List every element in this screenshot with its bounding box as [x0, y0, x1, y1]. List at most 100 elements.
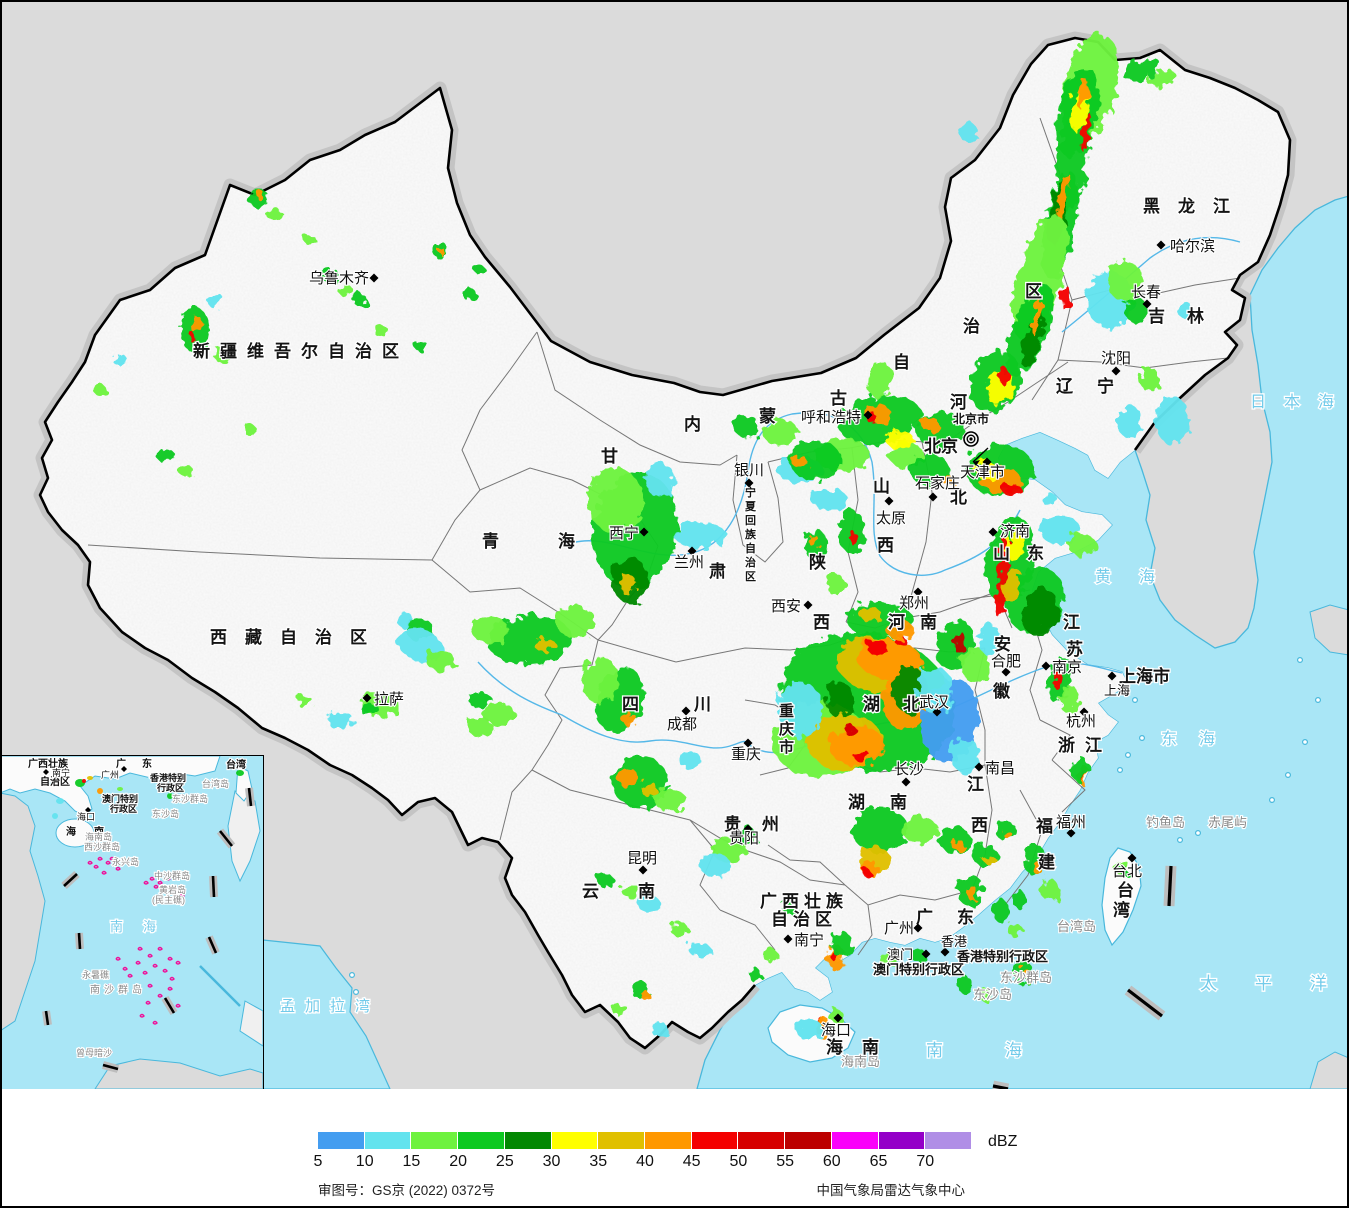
city-marker	[974, 762, 984, 772]
radar-echo	[535, 637, 555, 653]
inset-reef-mark	[135, 960, 141, 965]
legend-color-cell-25	[504, 1132, 551, 1149]
bay-of-bengal	[262, 939, 391, 1089]
radar-echo	[959, 122, 977, 142]
city-marker	[743, 824, 753, 834]
legend-color-cell-45	[691, 1132, 738, 1149]
radar-echo	[1117, 406, 1143, 438]
inset-reef-mark	[175, 960, 181, 965]
legend-color-cell-5	[318, 1132, 364, 1149]
radar-echo-layer	[94, 34, 1193, 1041]
sea-label: 太平洋	[1200, 974, 1349, 993]
inset-nine-dash	[77, 932, 82, 950]
colorbar-tick-60: 60	[822, 1153, 841, 1170]
province-label: 蒙	[759, 406, 776, 426]
city-marker	[687, 546, 697, 556]
colorbar-tick-35: 35	[589, 1153, 608, 1170]
radar-echo	[829, 726, 885, 766]
islet	[1116, 766, 1123, 773]
islet	[1314, 696, 1321, 703]
map-approval-number: 审图号：GS京 (2022) 0372号	[318, 1183, 496, 1198]
city-marker	[369, 273, 379, 283]
province-label: 东	[957, 907, 974, 927]
radar-echo	[733, 415, 759, 437]
radar-echo	[852, 807, 908, 853]
inset-island-label: 黄岩岛	[159, 884, 186, 895]
reflectivity-colorbar	[318, 1132, 972, 1149]
inset-reef-mark	[139, 1013, 145, 1018]
capital-bullseye-marker	[963, 431, 979, 447]
radar-echo	[414, 339, 426, 351]
province-label: 湾	[1113, 900, 1130, 920]
city-label: 广州	[884, 920, 914, 937]
province-label: 黑龙江	[1143, 196, 1248, 216]
inset-radar-echo	[45, 782, 51, 786]
province-label: 州	[761, 815, 779, 834]
province-label: 徽	[992, 681, 1011, 701]
radar-echo	[689, 943, 711, 957]
colorbar-tick-25: 25	[495, 1153, 514, 1170]
inset-reef-mark	[157, 880, 163, 885]
radar-echo	[812, 489, 848, 511]
province-label: 西	[971, 816, 988, 835]
inset-radar-echo	[56, 798, 64, 804]
city-label: 西宁	[609, 525, 639, 542]
province-boundary	[1039, 719, 1071, 761]
province-label: 内	[684, 414, 701, 434]
city-label: 南京	[1052, 659, 1082, 676]
province-label: 甘	[601, 446, 618, 466]
inset-reef-mark	[143, 880, 149, 885]
province-label: 湖	[848, 793, 865, 812]
province-label: 吉林	[1148, 306, 1226, 326]
province-label: 江	[967, 775, 984, 794]
inset-reef-mark	[107, 1049, 113, 1054]
city-marker	[744, 478, 754, 488]
inset-reef-mark	[157, 946, 163, 951]
province-label: 自治区	[771, 909, 837, 929]
city-marker	[1156, 240, 1166, 250]
city-label: 拉萨	[374, 691, 404, 708]
city-marker	[863, 410, 873, 420]
kyushu-island	[1309, 604, 1349, 656]
radar-echo	[1020, 968, 1030, 982]
inset-island-label: 永暑礁	[82, 969, 109, 980]
city-label: 沈阳	[1101, 350, 1131, 367]
inset-radar-echo	[97, 788, 103, 794]
islet	[353, 988, 360, 995]
city-marker	[639, 527, 649, 537]
inset-reef-mark	[101, 870, 107, 875]
province-label: 陕	[809, 552, 826, 572]
islet	[349, 971, 356, 978]
inset-city-marker	[121, 766, 127, 772]
boundary-dash	[992, 1084, 1009, 1089]
radar-echo	[1125, 297, 1147, 323]
province-boundary	[87, 544, 433, 561]
legend-color-cell-60	[831, 1132, 878, 1149]
sea-label: 孟加拉湾	[280, 998, 380, 1015]
inset-place-label: 自治区	[40, 775, 70, 788]
islet	[1296, 656, 1303, 663]
island-label: 赤尾屿	[1208, 815, 1247, 830]
radar-echo	[1140, 368, 1160, 392]
inset-reef-mark	[147, 983, 153, 988]
islet	[1124, 751, 1131, 758]
inset-island-label: 东沙岛	[152, 808, 179, 819]
province-boundary	[767, 844, 846, 886]
inset-nine-dash	[218, 830, 234, 847]
city-marker	[1111, 366, 1121, 376]
radar-echo	[613, 1003, 627, 1017]
legend-color-cell-40	[645, 1132, 691, 1149]
radar-echo	[831, 932, 853, 958]
inset-reef-mark	[93, 864, 99, 869]
radar-echo	[979, 624, 1001, 656]
radar-echo	[488, 615, 572, 665]
island-label: 东沙岛	[973, 987, 1012, 1002]
radar-echo	[624, 712, 636, 728]
province-label: 海	[826, 1037, 843, 1057]
inset-reef-mark	[167, 956, 173, 961]
radar-echo	[1008, 923, 1022, 937]
radar-echo	[190, 333, 196, 343]
inset-island-label: 中沙群岛	[154, 870, 190, 881]
radar-echo	[679, 751, 701, 769]
inset-reef-mark	[145, 1000, 151, 1005]
